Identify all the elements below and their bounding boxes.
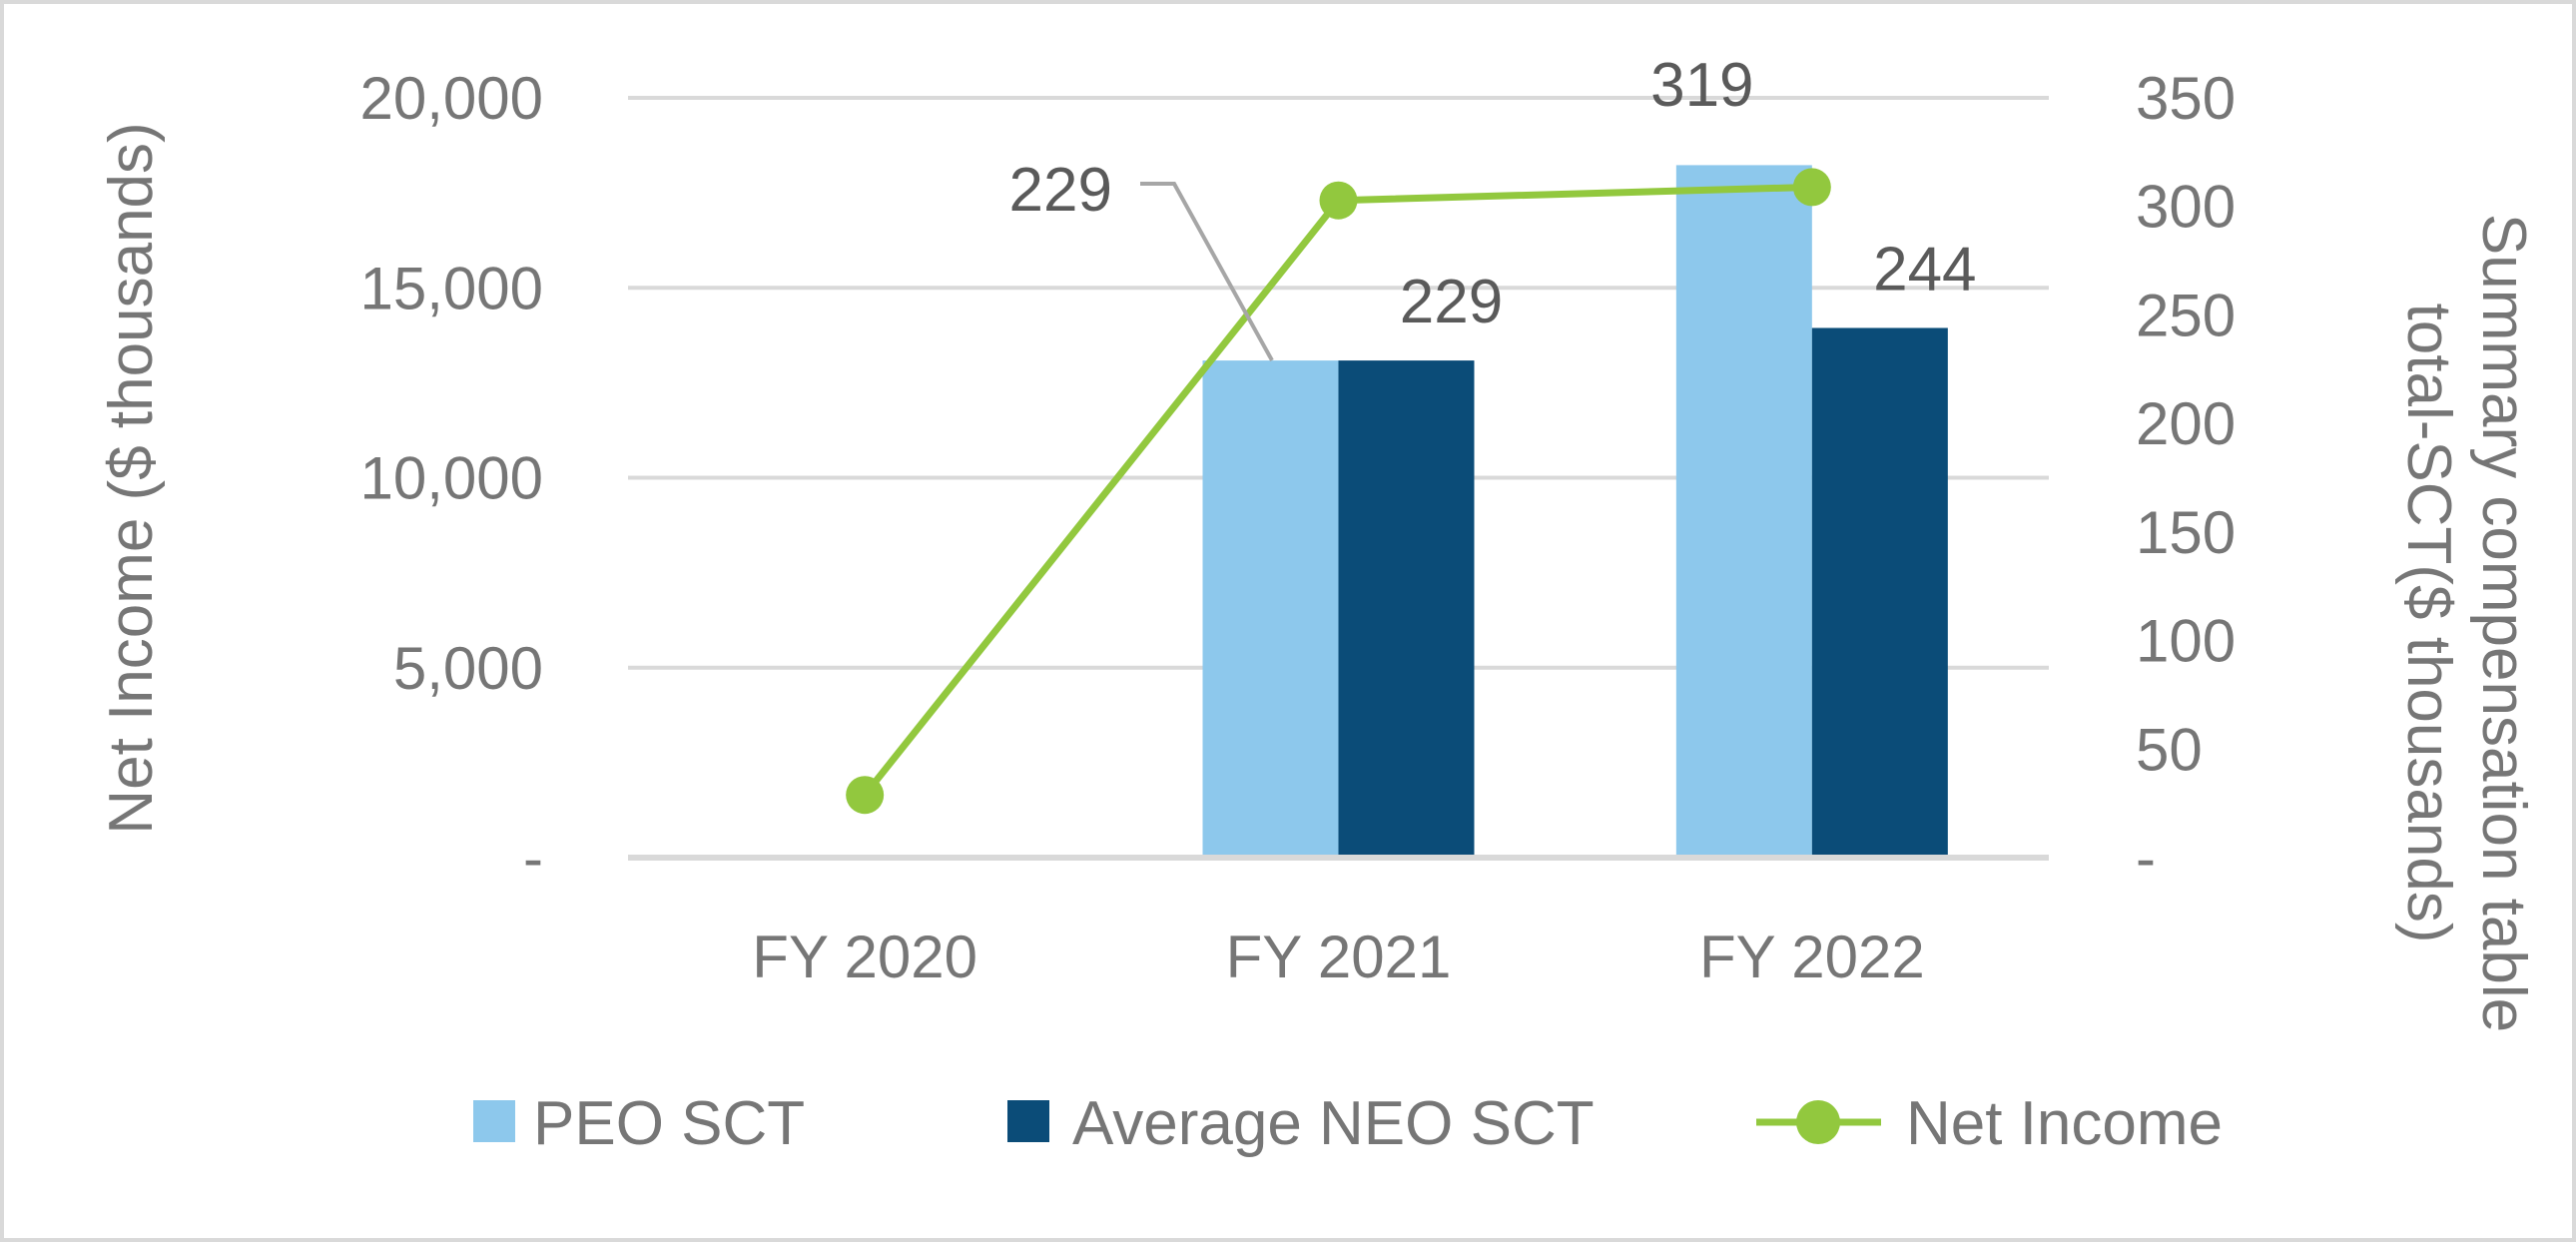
bar-average-neo-sct (1811, 327, 1948, 856)
left-tick-label: 10,000 (359, 445, 543, 512)
net-income-marker (846, 776, 885, 815)
right-tick-label: 200 (2136, 390, 2236, 457)
bar-peo-sct (1675, 165, 1812, 856)
right-tick-label: 150 (2136, 499, 2236, 566)
right-tick-label: - (2136, 825, 2156, 892)
legend-label: PEO SCT (533, 1089, 805, 1158)
bar-average-neo-sct (1338, 360, 1475, 855)
legend-swatch-neo (1007, 1100, 1049, 1142)
right-axis-title: total-SCT($ thousands) (2394, 304, 2463, 943)
net-income-marker (1792, 168, 1831, 207)
label-leader-line (1140, 182, 1274, 361)
bar-data-label: 229 (1009, 156, 1112, 225)
left-tick-label: - (523, 825, 543, 892)
net-income-marker (1319, 181, 1358, 220)
right-tick-label: 300 (2136, 174, 2236, 241)
right-tick-label: 50 (2136, 716, 2203, 783)
legend-marker-net-income (1796, 1100, 1840, 1144)
x-tick-label: FY 2020 (752, 924, 977, 990)
x-tick-label: FY 2022 (1699, 924, 1925, 990)
left-tick-label: 15,000 (359, 255, 543, 321)
x-tick-label: FY 2021 (1226, 924, 1452, 990)
bar-data-label: 319 (1650, 51, 1753, 120)
bar-data-label: 244 (1873, 235, 1976, 304)
left-tick-label: 5,000 (393, 635, 543, 702)
right-tick-label: 100 (2136, 608, 2236, 675)
legend-swatch-peo (473, 1100, 515, 1142)
chart-svg: - 5,000 10,000 15,000 20,000 - 50 100 150 200 250 3… (97, 51, 2538, 1158)
right-axis-title: Summary compensation table (2469, 214, 2538, 1032)
bar-data-label: 229 (1400, 268, 1503, 336)
bar-peo-sct (1202, 360, 1339, 855)
legend-label: Net Income (1906, 1089, 2223, 1158)
left-axis-title: Net Income ($ thousands) (97, 122, 166, 834)
right-tick-label: 350 (2136, 65, 2236, 132)
legend-label: Average NEO SCT (1072, 1089, 1595, 1158)
left-tick-label: 20,000 (359, 65, 543, 132)
right-tick-label: 250 (2136, 282, 2236, 348)
